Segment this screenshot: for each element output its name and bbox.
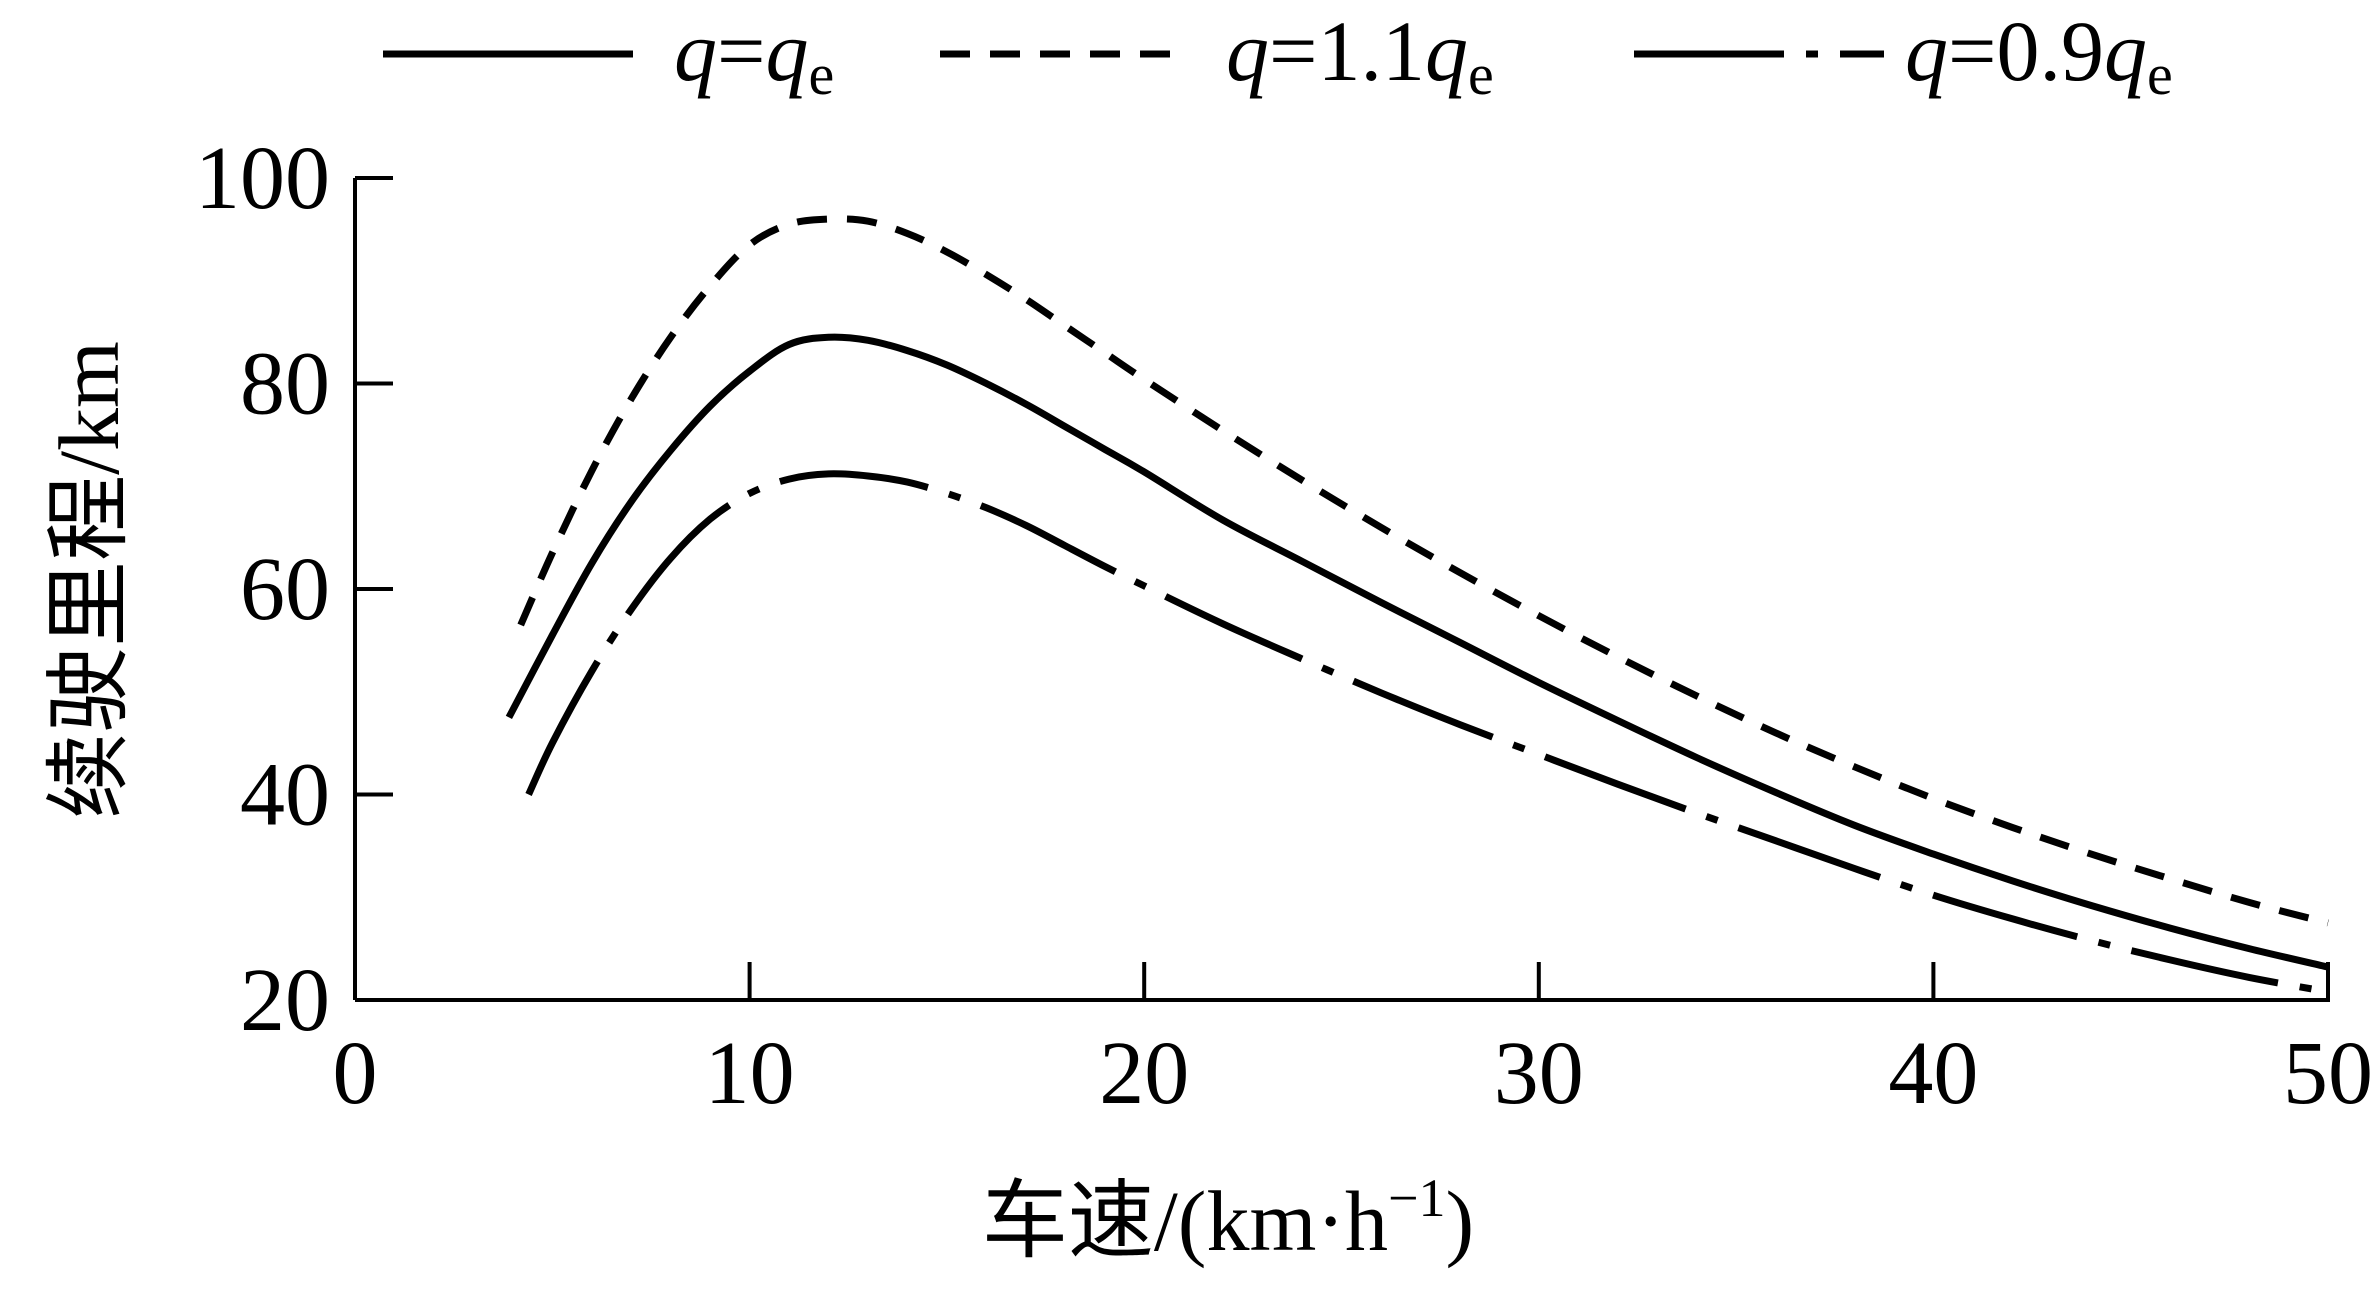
x-tick-label: 10 bbox=[705, 1024, 795, 1123]
axes bbox=[353, 176, 2330, 1002]
x-tick-label: 30 bbox=[1494, 1024, 1584, 1123]
series-line-2 bbox=[517, 215, 2329, 927]
x-tick-label: 50 bbox=[2283, 1024, 2373, 1123]
legend-label: q=0.9qe bbox=[1905, 3, 2173, 107]
y-tick-label: 60 bbox=[240, 540, 330, 639]
legend-label: q=1.1qe bbox=[1226, 3, 1494, 107]
x-tick-label: 40 bbox=[1888, 1024, 1978, 1123]
axis-labels: 0 10 20 30 40 50 20 40 60 80 100 车速/(km·h−1) 续驶里程/km bbox=[41, 129, 2373, 1269]
y-tick-label: 20 bbox=[240, 951, 330, 1050]
legend: q=qe q=1.1qe q=0.9qe bbox=[383, 3, 2173, 107]
y-tick-label: 80 bbox=[240, 335, 330, 434]
x-tick-label: 0 bbox=[333, 1024, 378, 1123]
x-axis-title: 车速/(km·h−1) bbox=[982, 1168, 1474, 1269]
x-tick-label: 20 bbox=[1099, 1024, 1189, 1123]
y-tick-label: 100 bbox=[195, 129, 330, 228]
series-line-1 bbox=[505, 333, 2329, 971]
legend-label: q=qe bbox=[674, 3, 834, 107]
y-tick-label: 40 bbox=[240, 746, 330, 845]
series-line-3 bbox=[525, 470, 2329, 996]
legend-item-3: q=0.9qe bbox=[1634, 3, 2173, 107]
series-lines bbox=[505, 215, 2329, 996]
legend-item-1: q=qe bbox=[383, 3, 834, 107]
legend-item-2: q=1.1qe bbox=[940, 3, 1494, 107]
y-axis-title: 续驶里程/km bbox=[41, 341, 137, 819]
